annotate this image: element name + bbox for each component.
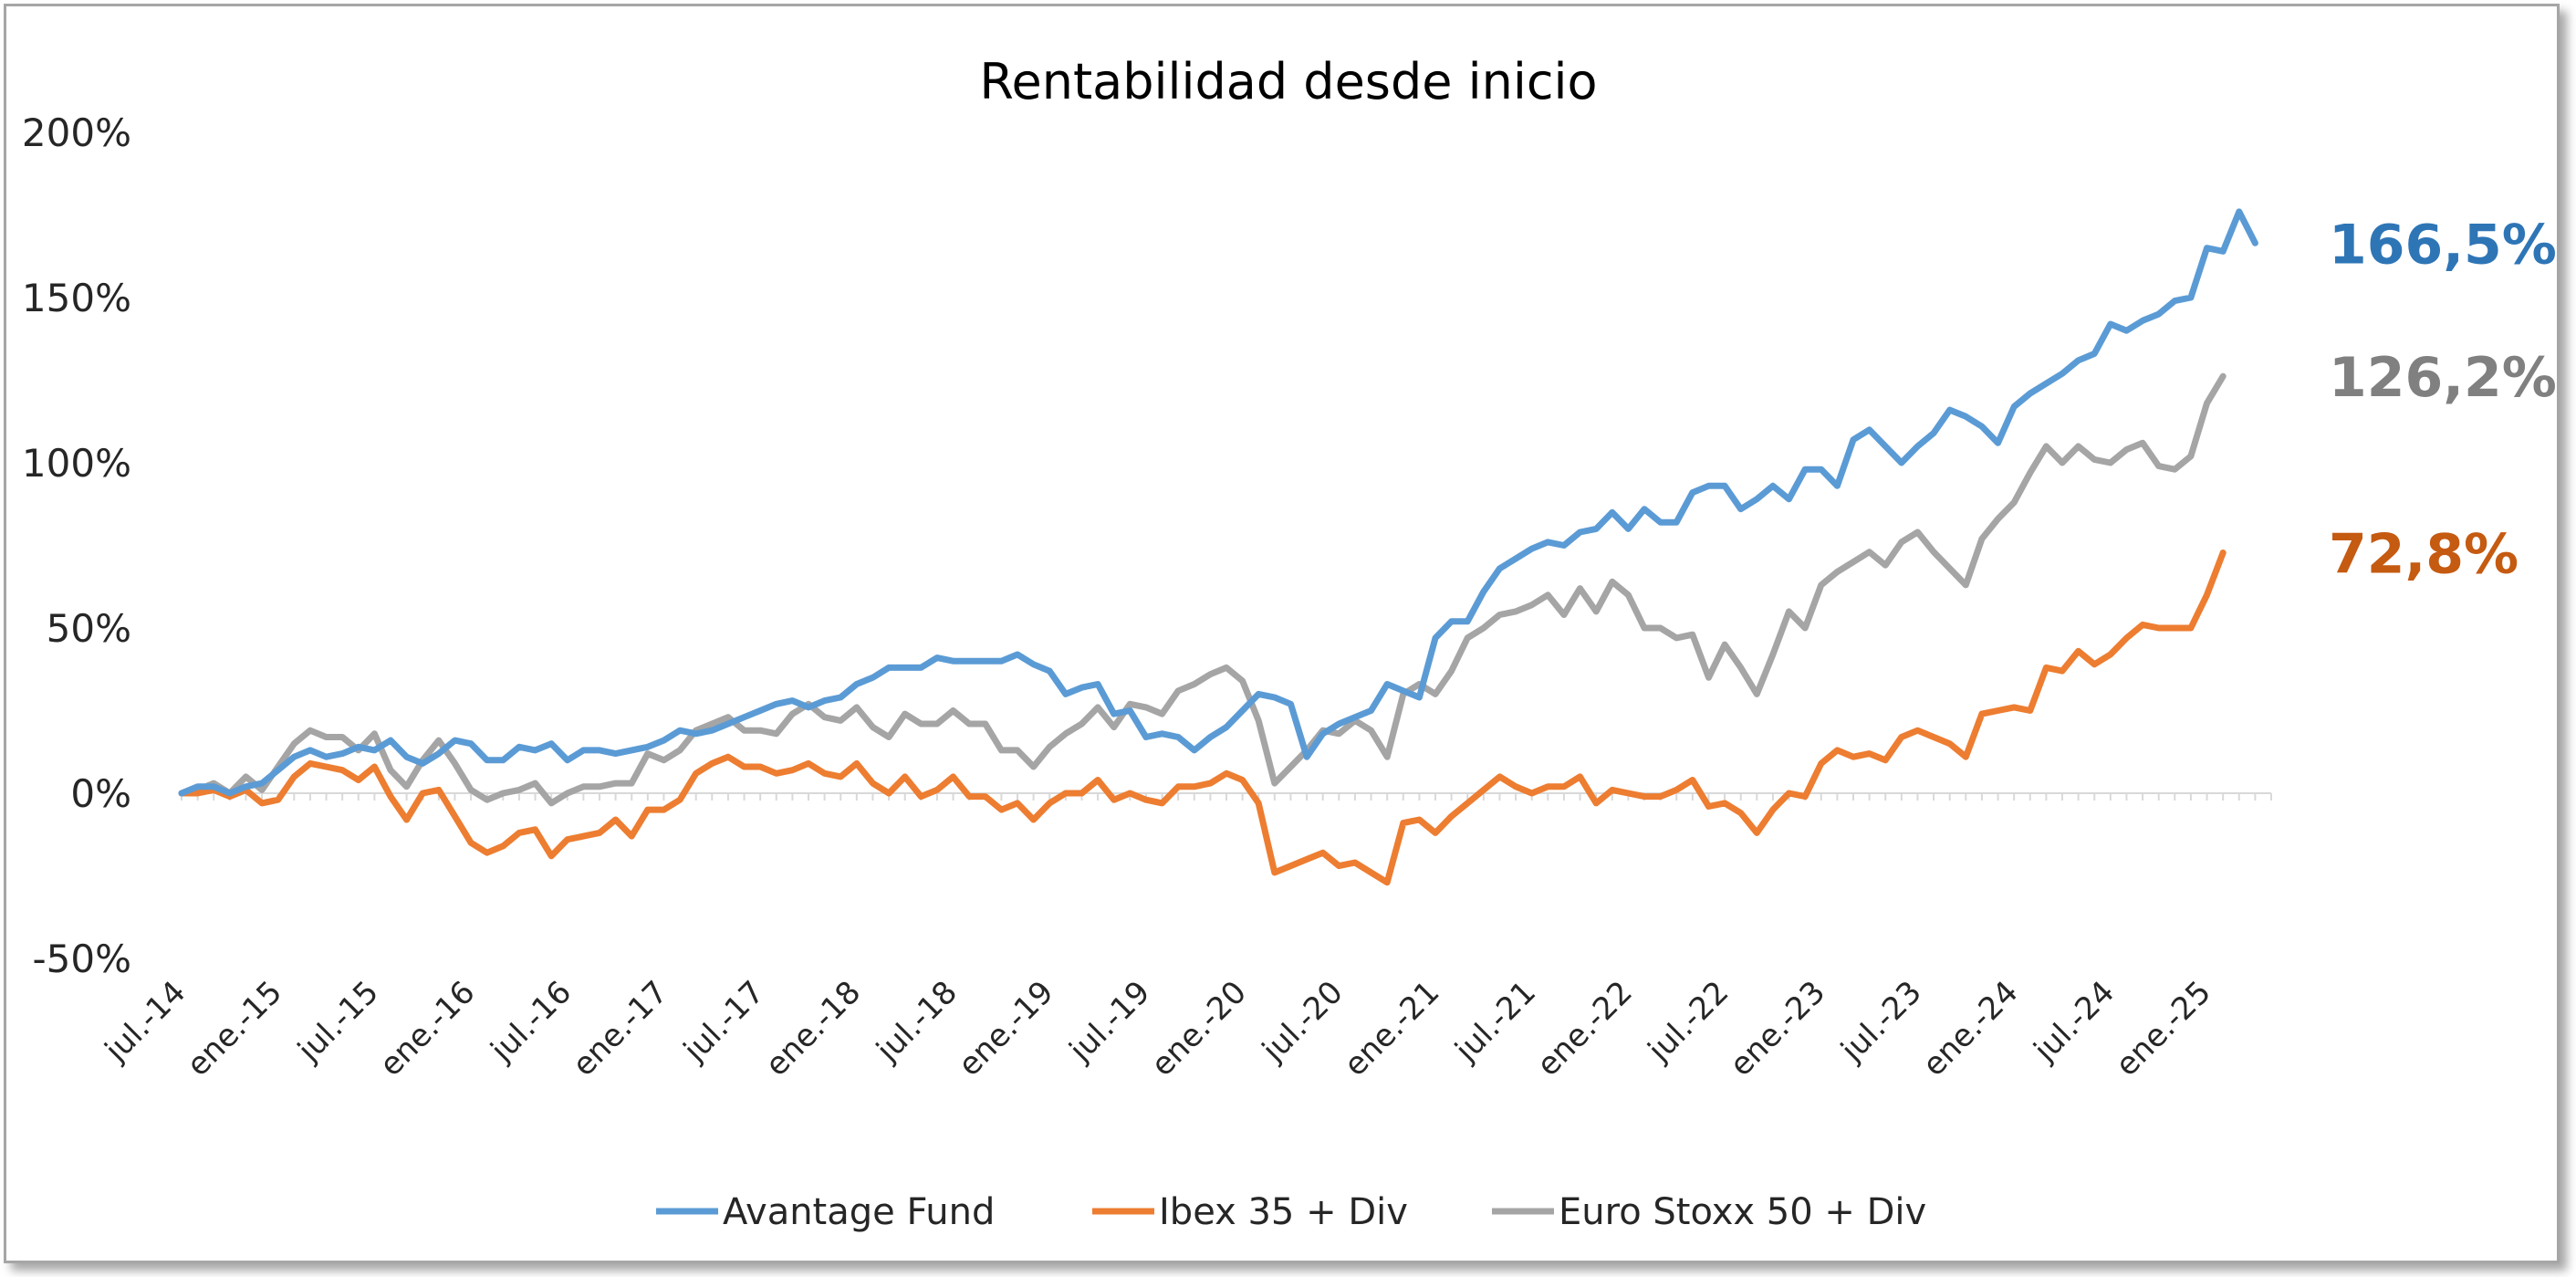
- end-labels: 166,5% 72,8% 126,2%: [2329, 213, 2557, 586]
- x-tick-label: jul.-16: [484, 974, 579, 1069]
- legend-label: Avantage Fund: [723, 1191, 995, 1233]
- legend-label: Euro Stoxx 50 + Div: [1559, 1191, 1926, 1233]
- series-end-label: 72,8%: [2329, 522, 2519, 586]
- chart-frame: Rentabilidad desde inicio -50% 0% 50% 100% 1…: [4, 4, 2560, 1263]
- x-tick-label: jul.-15: [290, 974, 385, 1069]
- y-tick-label: -50%: [32, 937, 131, 981]
- series-line-1: [178, 550, 2227, 886]
- legend-item: Euro Stoxx 50 + Div: [1492, 1191, 1926, 1233]
- series-end-label: 126,2%: [2329, 346, 2557, 410]
- x-tick-label: jul.-18: [869, 974, 964, 1069]
- y-tick-label: 0%: [70, 771, 131, 816]
- y-tick-label: 50%: [47, 606, 131, 651]
- series-line-2: [178, 372, 2227, 807]
- x-tick-label: ene.-23: [1723, 974, 1832, 1083]
- y-axis: -50% 0% 50% 100% 150% 200%: [22, 110, 131, 981]
- x-tick-label: jul.-21: [1448, 974, 1543, 1069]
- line-chart: Rentabilidad desde inicio -50% 0% 50% 100% 1…: [22, 53, 2557, 1233]
- series-line-0: [178, 208, 2258, 797]
- x-tick-label: ene.-20: [1144, 974, 1254, 1083]
- y-tick-label: 200%: [22, 110, 131, 155]
- series-end-label: 166,5%: [2329, 213, 2557, 277]
- x-tick-label: jul.-24: [2027, 974, 2122, 1069]
- legend-item: Ibex 35 + Div: [1092, 1191, 1408, 1233]
- x-tick-label: jul.-22: [1641, 974, 1736, 1069]
- x-tick-label: ene.-24: [1915, 974, 2025, 1083]
- x-tick-label: ene.-21: [1337, 974, 1446, 1083]
- series-lines: [178, 208, 2258, 886]
- x-tick-label: ene.-17: [566, 974, 675, 1083]
- x-tick-label: ene.-25: [2109, 974, 2218, 1083]
- x-tick-label: ene.-16: [372, 974, 482, 1083]
- y-tick-label: 150%: [22, 276, 131, 320]
- x-tick-label: jul.-14: [98, 974, 193, 1069]
- legend-label: Ibex 35 + Div: [1159, 1191, 1408, 1233]
- x-tick-label: ene.-22: [1530, 974, 1640, 1083]
- x-tick-label: ene.-15: [180, 974, 289, 1083]
- chart-title: Rentabilidad desde inicio: [979, 53, 1597, 110]
- x-tick-label: jul.-23: [1833, 974, 1928, 1069]
- legend-item: Avantage Fund: [656, 1191, 995, 1233]
- x-tick-label: ene.-19: [952, 974, 1061, 1083]
- legend: Avantage Fund Ibex 35 + Div Euro Stoxx 50 …: [656, 1191, 1926, 1233]
- x-tick-label: jul.-19: [1062, 974, 1157, 1069]
- y-tick-label: 100%: [22, 441, 131, 486]
- x-tick-label: ene.-18: [758, 974, 868, 1083]
- x-tick-label: jul.-20: [1255, 974, 1350, 1069]
- x-tick-label: jul.-17: [676, 974, 771, 1069]
